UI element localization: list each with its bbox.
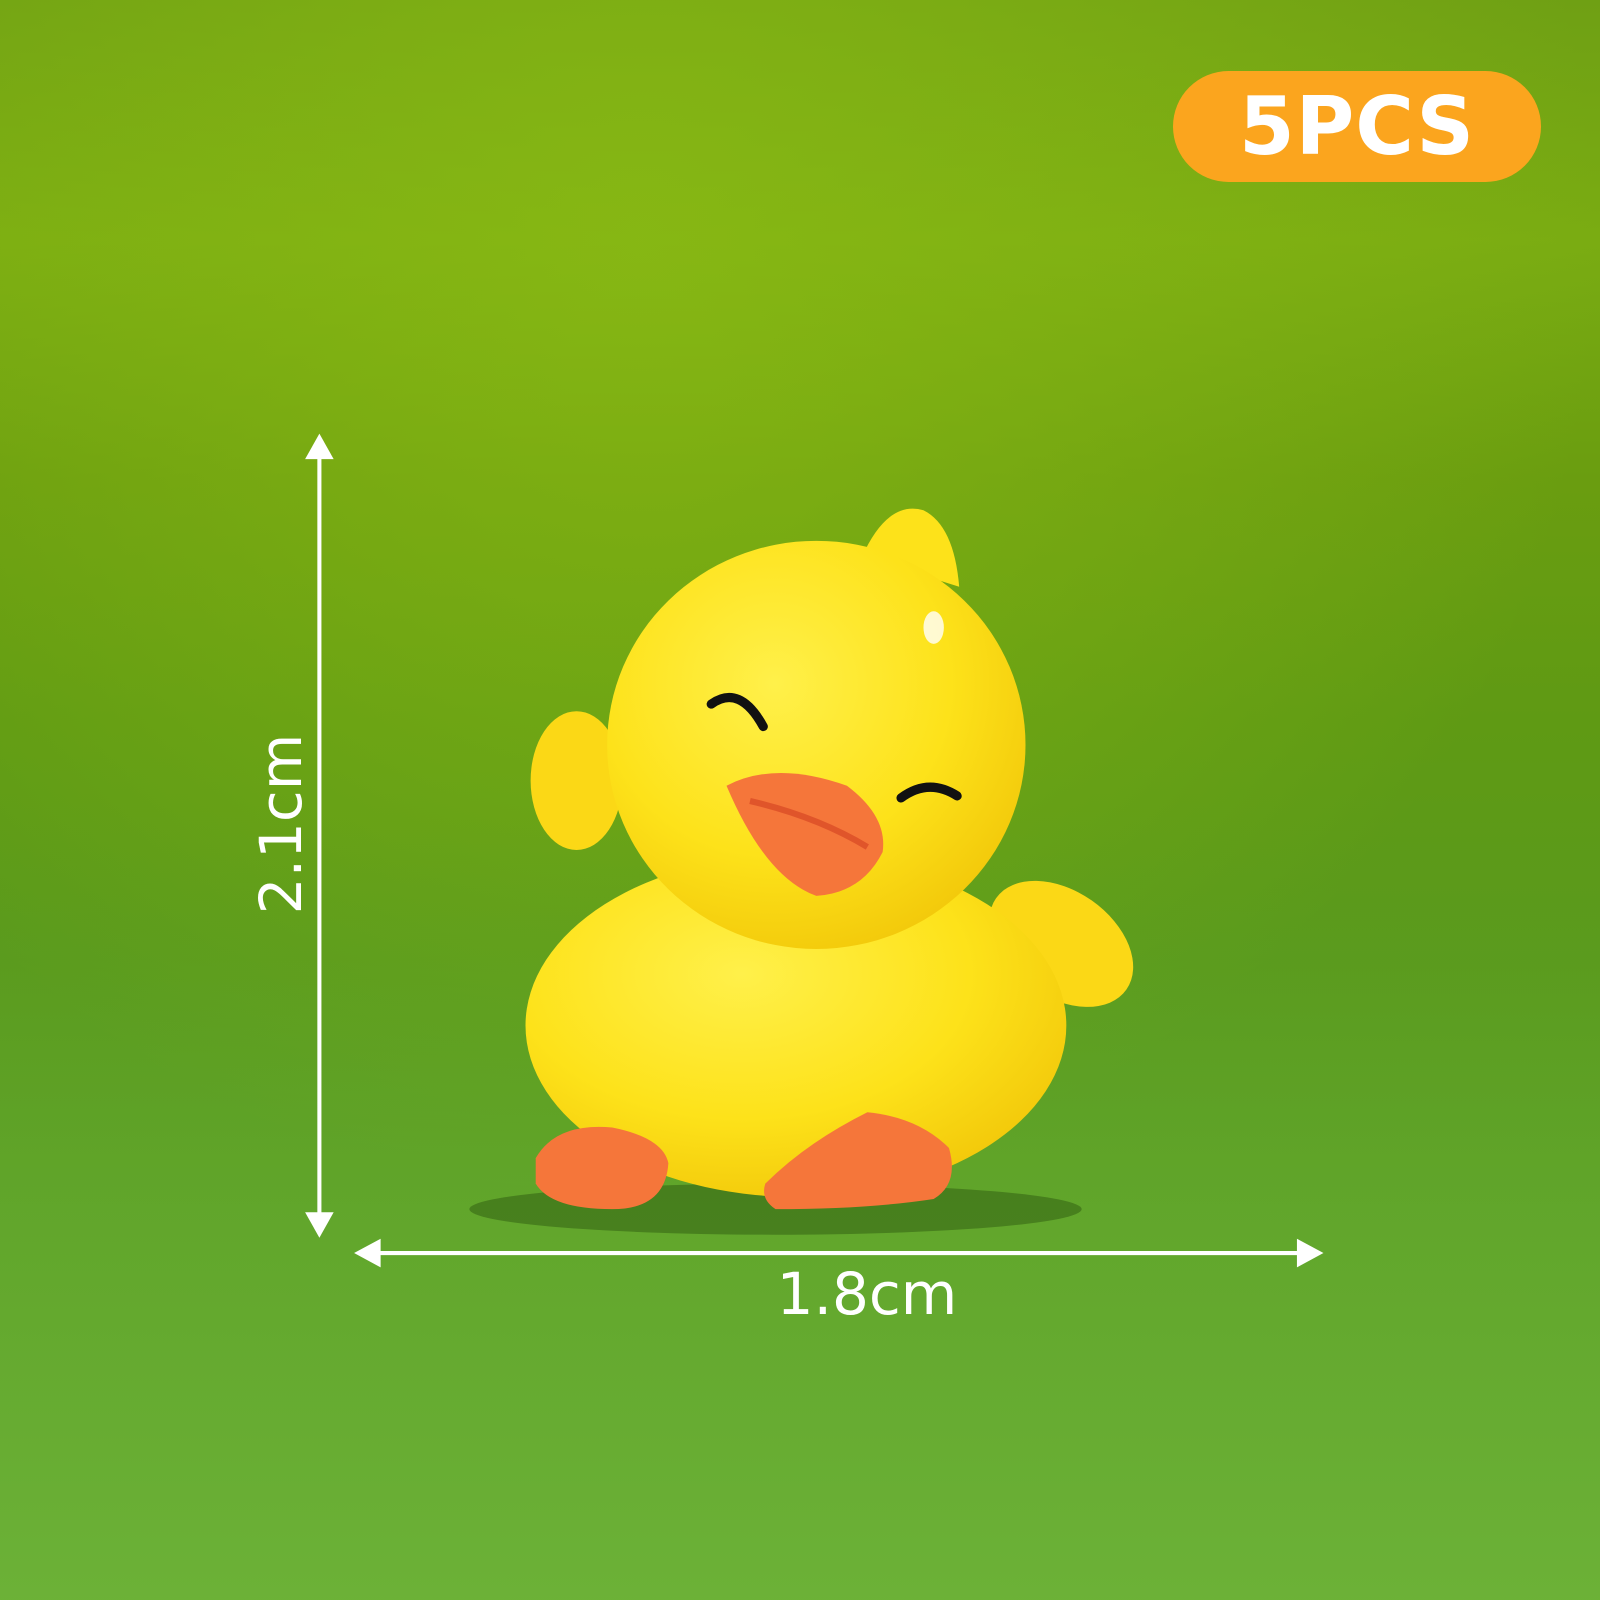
head-tuft: [862, 508, 960, 587]
duck-head: [607, 540, 1026, 949]
width-arrow: [354, 1238, 1324, 1268]
quantity-badge: 5PCS: [1173, 71, 1541, 182]
left-eye: [706, 692, 768, 732]
beak-mouth: [749, 798, 869, 850]
right-eye: [896, 782, 962, 803]
height-label: 2.1cm: [247, 733, 315, 915]
left-wing: [530, 711, 623, 850]
right-foot: [764, 1112, 952, 1210]
duck-body: [525, 854, 1067, 1197]
height-arrow: [305, 433, 334, 1238]
width-label: 1.8cm: [776, 1260, 958, 1328]
left-foot: [535, 1126, 669, 1210]
highlight: [923, 611, 944, 644]
duck-figurine: [525, 508, 1134, 1210]
